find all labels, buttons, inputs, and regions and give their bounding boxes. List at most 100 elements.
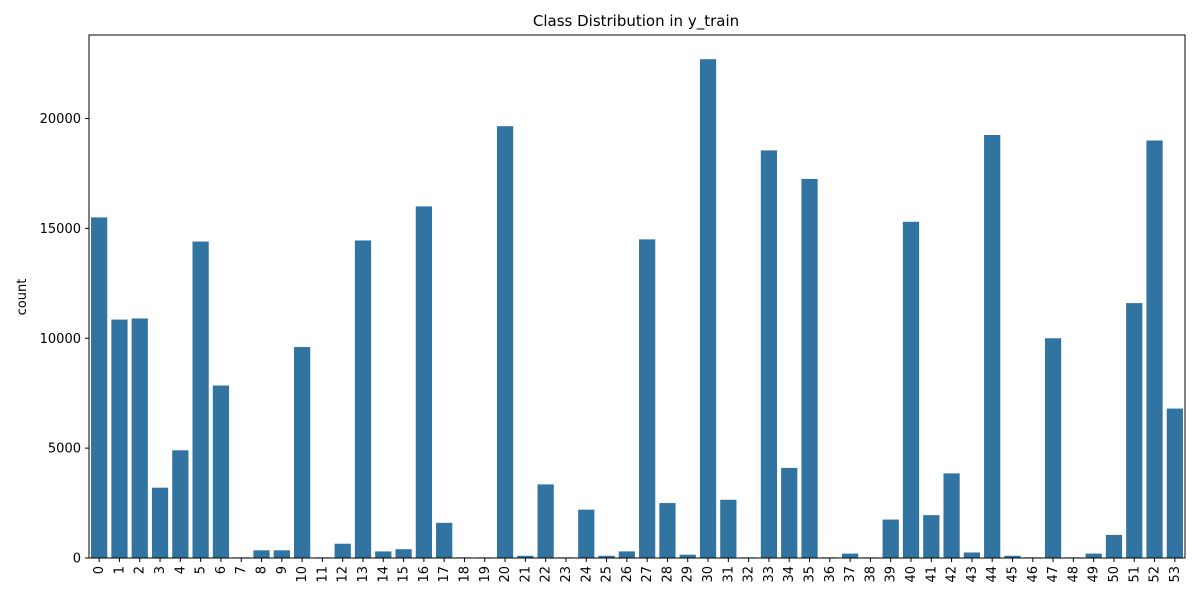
x-tick-label: 33 (762, 566, 777, 583)
x-tick-label: 4 (173, 566, 188, 574)
x-tick-label: 22 (539, 566, 554, 583)
bar-class-24 (578, 509, 595, 558)
bar-class-42 (943, 473, 960, 558)
bar-class-6 (212, 385, 230, 558)
x-tick-label: 5 (194, 566, 209, 574)
x-tick-label: 10 (295, 566, 310, 583)
x-tick-label: 29 (681, 566, 696, 583)
x-tick-label: 1 (112, 566, 127, 574)
bar-class-0 (91, 217, 108, 559)
x-tick-label: 35 (803, 566, 818, 583)
x-tick-label: 26 (620, 566, 635, 583)
plot-frame (88, 34, 1186, 559)
y-tick-label: 5000 (48, 442, 81, 457)
bar-class-40 (902, 221, 920, 559)
x-tick-label: 24 (579, 566, 594, 583)
x-tick-label: 2 (133, 566, 148, 574)
bar-class-14 (375, 551, 392, 558)
bar-class-34 (781, 467, 798, 558)
bar-class-8 (253, 550, 270, 558)
bar-class-35 (801, 178, 818, 558)
x-tick-label: 47 (1046, 566, 1061, 583)
bar-class-15 (395, 549, 412, 558)
bar-class-21 (517, 555, 534, 558)
x-tick-label: 14 (376, 566, 391, 583)
x-tick-label: 49 (1087, 566, 1102, 583)
bar-class-39 (882, 519, 899, 558)
x-tick-label: 12 (336, 566, 351, 583)
x-tick-label: 52 (1148, 566, 1163, 583)
bar-class-3 (151, 487, 169, 558)
bar-class-49 (1085, 553, 1102, 558)
x-tick-label: 19 (478, 566, 493, 583)
x-tick-label: 9 (275, 566, 290, 574)
x-tick-label: 18 (457, 566, 472, 583)
bar-class-50 (1105, 534, 1123, 558)
x-tick-label: 7 (234, 566, 249, 574)
bar-class-53 (1166, 408, 1183, 558)
bar-class-28 (659, 503, 676, 558)
bar-class-20 (496, 126, 514, 559)
x-tick-label: 40 (904, 566, 919, 583)
y-tick-label: 10000 (40, 332, 81, 347)
x-tick-label: 38 (863, 566, 878, 583)
bar-class-29 (679, 554, 696, 558)
x-tick-label: 13 (356, 566, 371, 583)
bar-class-45 (1004, 555, 1021, 558)
bar-class-1 (111, 319, 128, 558)
bar-class-47 (1044, 338, 1062, 558)
x-tick-label: 28 (660, 566, 675, 583)
bar-class-25 (598, 555, 615, 558)
x-tick-label: 39 (884, 566, 899, 583)
x-tick-label: 36 (823, 566, 838, 583)
y-tick-label: 15000 (40, 222, 81, 237)
x-axis-ticks: 0 1 2 3 4 5 6 7 8 9 10 11 12 13 14 15 16 17 18 19 20 21 22 23 24… (92, 558, 1183, 583)
bar-class-26 (618, 551, 635, 558)
x-tick-label: 3 (153, 566, 168, 574)
x-tick-label: 50 (1107, 566, 1122, 583)
bar-class-52 (1146, 140, 1163, 558)
x-tick-label: 11 (315, 566, 330, 583)
bar-class-30 (699, 59, 717, 558)
bar-class-5 (192, 241, 209, 558)
bar-class-10 (293, 347, 311, 558)
bar-class-13 (354, 240, 372, 558)
x-tick-label: 45 (1005, 566, 1020, 583)
x-tick-label: 23 (559, 566, 574, 583)
x-tick-label: 15 (397, 566, 412, 583)
bar-class-43 (963, 552, 981, 558)
x-tick-label: 25 (600, 566, 615, 583)
x-tick-label: 46 (1026, 566, 1041, 583)
bar-class-41 (923, 515, 940, 558)
x-tick-label: 43 (965, 566, 980, 583)
x-tick-label: 21 (518, 566, 533, 583)
x-tick-label: 34 (782, 566, 797, 583)
bar-class-44 (984, 134, 1001, 558)
bar-class-22 (537, 484, 554, 558)
x-tick-label: 6 (214, 566, 229, 574)
y-axis-label: count (15, 279, 30, 316)
chart-title: Class Distribution in y_train (533, 12, 739, 31)
x-tick-label: 44 (985, 566, 1000, 583)
bar-class-37 (841, 553, 859, 558)
x-tick-label: 17 (437, 566, 452, 583)
bar-class-17 (436, 522, 453, 558)
bar-class-31 (720, 499, 737, 558)
bar-class-27 (639, 239, 656, 558)
x-tick-label: 20 (498, 566, 513, 583)
y-tick-label: 0 (73, 552, 81, 567)
bars-group (91, 59, 1183, 559)
x-tick-label: 27 (640, 566, 655, 583)
y-tick-label: 20000 (40, 112, 81, 127)
x-tick-label: 32 (742, 566, 757, 583)
x-tick-label: 31 (721, 566, 736, 583)
y-axis-ticks: 0 5000 10000 15000 20000 (40, 112, 89, 567)
x-tick-label: 41 (924, 566, 939, 583)
x-tick-label: 37 (843, 566, 858, 583)
x-tick-label: 42 (945, 566, 960, 583)
bar-class-4 (172, 450, 189, 558)
bar-class-16 (415, 206, 433, 558)
bar-class-12 (334, 543, 351, 558)
x-tick-label: 0 (92, 566, 107, 574)
x-tick-label: 16 (417, 566, 432, 583)
